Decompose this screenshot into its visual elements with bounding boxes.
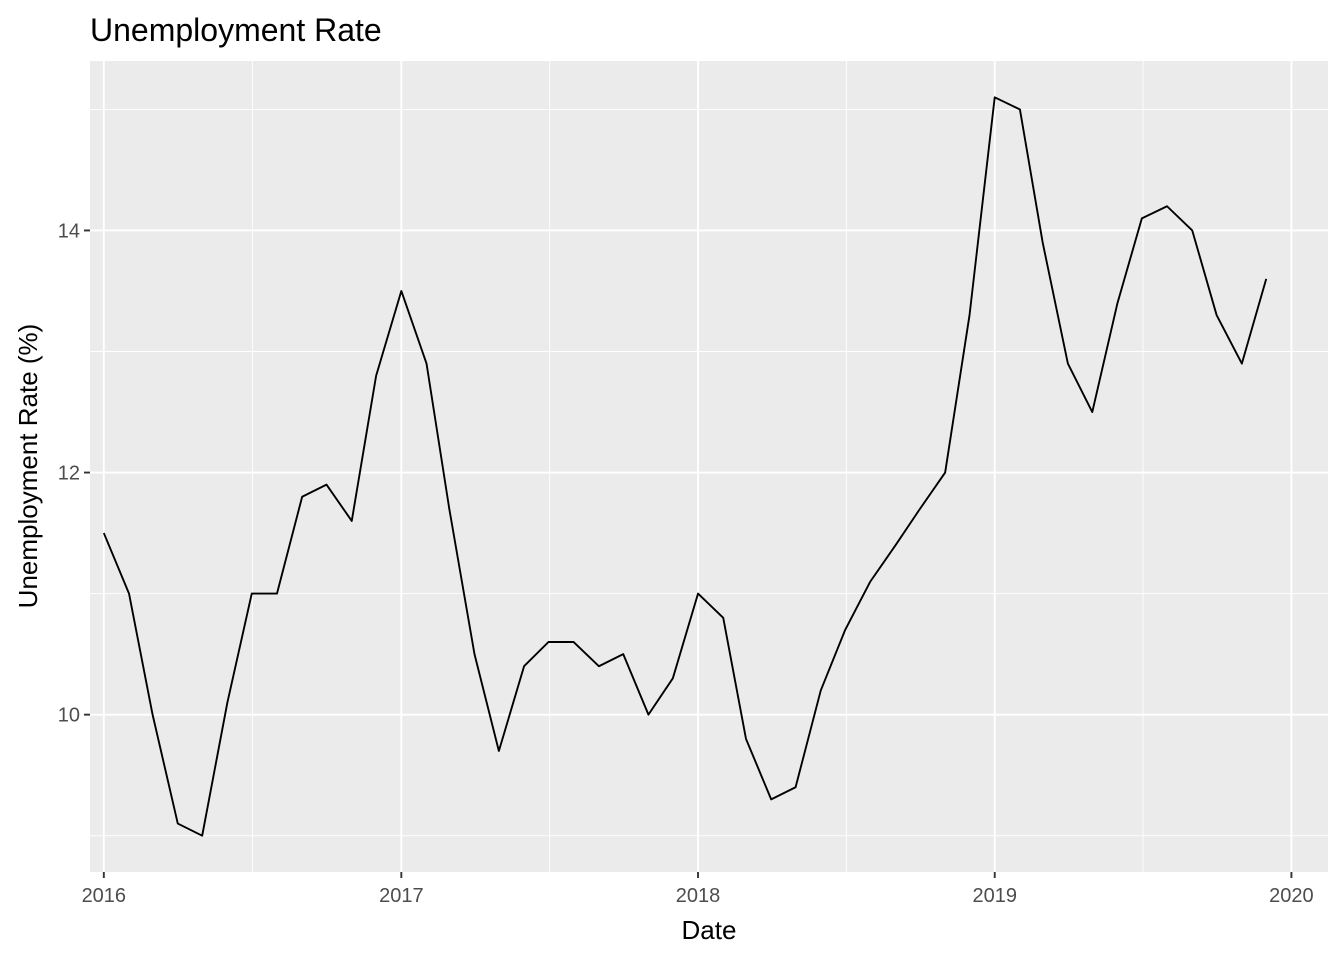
x-tick-label: 2017 bbox=[379, 885, 424, 907]
x-tick-label: 2019 bbox=[972, 885, 1017, 907]
y-axis: 10 12 14 bbox=[58, 220, 90, 727]
y-axis-title: Unemployment Rate (%) bbox=[13, 324, 43, 609]
y-tick-label: 10 bbox=[58, 705, 80, 727]
unemployment-rate-line bbox=[102, 96, 1268, 837]
chart-title: Unemployment Rate bbox=[90, 12, 382, 48]
minor-gridlines bbox=[90, 61, 1328, 872]
plot-panel bbox=[90, 61, 1328, 872]
major-gridlines bbox=[90, 61, 1328, 872]
x-axis: 2016 2017 2018 2019 2020 bbox=[82, 872, 1314, 907]
x-axis-title: Date bbox=[682, 915, 737, 945]
y-tick-label: 12 bbox=[58, 463, 80, 485]
y-tick-label: 14 bbox=[58, 220, 80, 242]
x-tick-label: 2016 bbox=[82, 885, 127, 907]
x-tick-label: 2020 bbox=[1269, 885, 1314, 907]
x-tick-label: 2018 bbox=[676, 885, 721, 907]
